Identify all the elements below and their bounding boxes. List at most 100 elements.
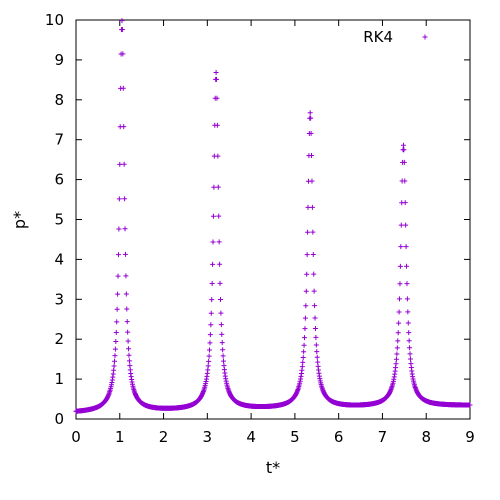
x-tick-label: 9 (465, 428, 475, 446)
data-point (215, 153, 221, 159)
y-tick-label: 1 (54, 370, 64, 388)
data-point (207, 340, 213, 346)
data-point (214, 95, 220, 101)
data-point (215, 184, 221, 190)
data-point (396, 309, 402, 315)
data-point (403, 244, 409, 250)
data-point (407, 356, 413, 362)
data-point (116, 226, 122, 232)
data-point (315, 359, 321, 365)
data-point (395, 330, 401, 336)
y-tick-label: 8 (54, 91, 64, 109)
data-point (406, 338, 412, 344)
y-tick-label: 9 (54, 51, 64, 69)
legend-label-rk4: RK4 (363, 28, 393, 46)
data-point (305, 204, 311, 210)
data-point (467, 402, 473, 408)
data-point (210, 239, 216, 245)
data-point (404, 263, 410, 269)
data-point (125, 329, 131, 335)
data-point (127, 363, 133, 369)
legend-marker-rk4 (422, 34, 428, 40)
data-point (111, 363, 117, 369)
data-point (400, 142, 406, 148)
data-point (299, 364, 305, 370)
data-point (404, 281, 410, 287)
data-point (217, 296, 223, 302)
data-point (394, 345, 400, 351)
data-point (398, 222, 404, 228)
data-point (207, 347, 213, 353)
data-point (220, 347, 226, 353)
data-point (396, 320, 402, 326)
x-tick-label: 1 (115, 428, 125, 446)
x-tick-label: 4 (246, 428, 256, 446)
data-point (218, 310, 224, 316)
data-point (117, 161, 123, 167)
data-point (314, 349, 320, 355)
legend-marker-symbol (422, 34, 428, 40)
data-point (114, 319, 120, 325)
data-point (113, 338, 119, 344)
data-point (300, 354, 306, 360)
data-point (112, 353, 118, 359)
data-point (217, 261, 223, 267)
data-point (307, 110, 313, 116)
y-axis-label: p* (10, 211, 29, 229)
data-point (124, 319, 130, 325)
data-point (311, 271, 317, 277)
data-point (405, 309, 411, 315)
data-point (122, 251, 128, 257)
data-point (122, 226, 128, 232)
data-point (398, 244, 404, 250)
data-point (300, 359, 306, 365)
data-point (309, 153, 315, 159)
data-point (312, 303, 318, 309)
data-point (209, 280, 215, 286)
data-point (305, 229, 311, 235)
x-tick-label: 0 (71, 428, 81, 446)
x-tick-label: 5 (290, 428, 300, 446)
data-point (304, 252, 310, 258)
data-point (394, 351, 400, 357)
data-point (120, 51, 126, 57)
data-point (310, 229, 316, 235)
data-point (115, 291, 121, 297)
data-point (126, 346, 132, 352)
data-point (308, 130, 314, 136)
data-point (126, 352, 132, 358)
data-point (116, 196, 122, 202)
data-point (221, 358, 227, 364)
data-point (210, 261, 216, 267)
legend: RK4 (363, 28, 428, 46)
data-point (404, 296, 410, 302)
data-point (401, 147, 407, 153)
data-point (302, 315, 308, 321)
data-point (313, 334, 319, 340)
y-tick-label: 7 (54, 131, 64, 149)
data-point (121, 124, 127, 130)
data-point (206, 358, 212, 364)
data-point (397, 281, 403, 287)
data-point (301, 342, 307, 348)
data-point (113, 329, 119, 335)
series-rk4 (73, 18, 473, 414)
y-tick-label: 4 (54, 250, 64, 268)
x-tick-label: 8 (421, 428, 431, 446)
data-point (397, 263, 403, 269)
data-point (309, 204, 315, 210)
data-point (216, 239, 222, 245)
x-tick-label: 6 (334, 428, 344, 446)
data-point (314, 354, 320, 360)
data-point (207, 332, 213, 338)
data-point (393, 361, 399, 367)
data-point (217, 280, 223, 286)
data-point (120, 85, 126, 91)
data-point (205, 363, 211, 369)
y-tick-label: 2 (54, 330, 64, 348)
data-point (119, 18, 125, 24)
data-point (114, 306, 120, 312)
data-point (115, 252, 121, 258)
data-point (208, 322, 214, 328)
